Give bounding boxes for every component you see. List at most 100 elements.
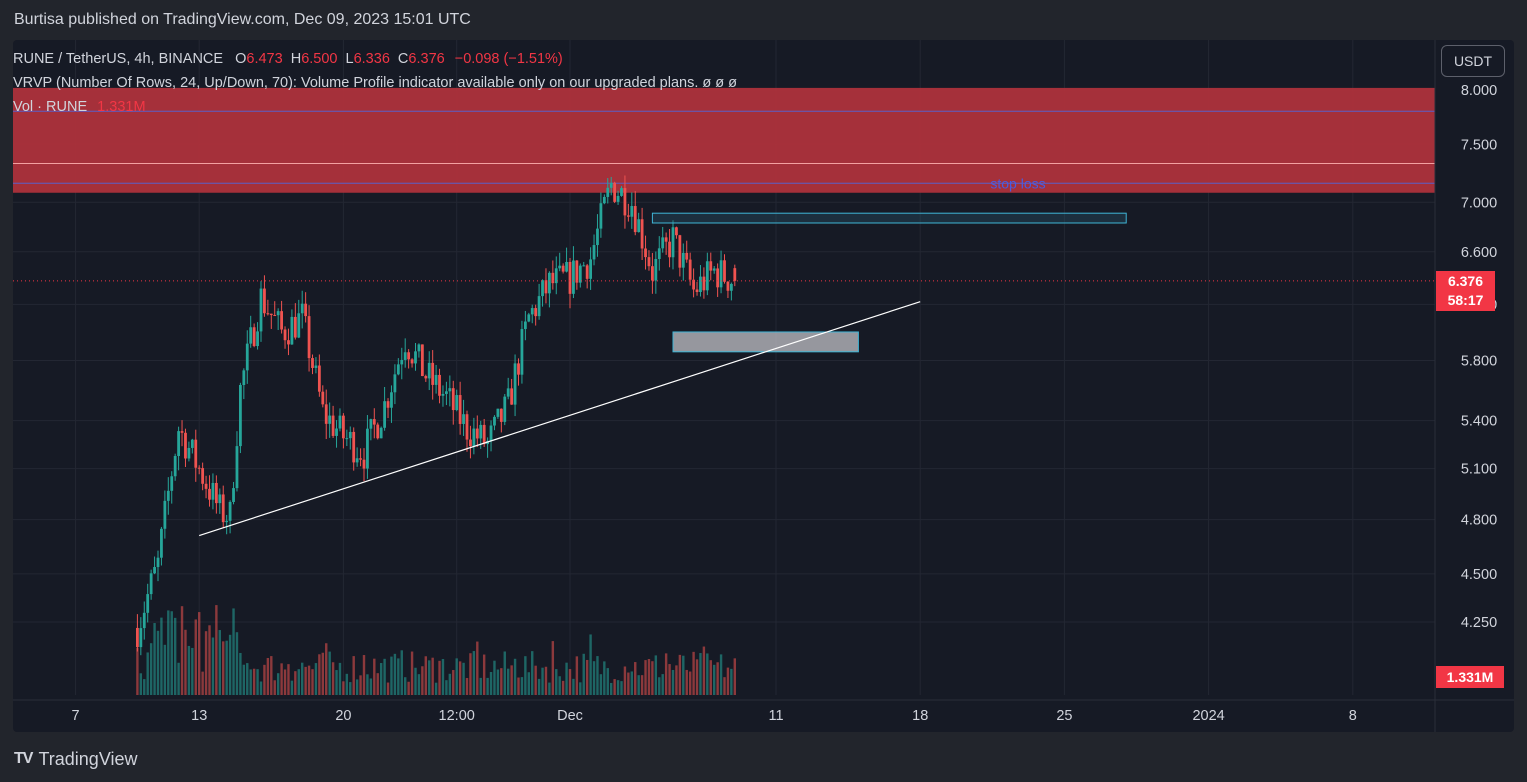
volume-bar: [246, 663, 249, 695]
volume-bar: [211, 637, 215, 695]
volume-bar: [187, 645, 191, 695]
candle-body: [214, 482, 218, 504]
candle-body: [623, 188, 627, 216]
candle-body: [348, 431, 352, 439]
volume-bar: [479, 677, 482, 695]
volume-bar: [465, 677, 469, 695]
candle-body: [493, 416, 496, 426]
volume-bar: [544, 666, 548, 695]
candle-body: [242, 370, 246, 385]
chart-frame[interactable]: stop loss8.0007.5007.0006.6006.2005.8005…: [13, 40, 1514, 732]
candle-body: [548, 272, 551, 294]
volume-bar: [136, 647, 139, 695]
candle-body: [554, 268, 558, 284]
candle-body: [352, 431, 356, 463]
y-tick-label: 8.000: [1461, 83, 1497, 99]
volume-bar: [249, 669, 252, 695]
legend-low-value: 6.336: [353, 51, 390, 67]
candle-body: [417, 344, 421, 352]
candle-body: [400, 359, 404, 365]
x-tick-label: 18: [912, 708, 928, 724]
candle-body: [633, 206, 637, 233]
candle-body: [293, 316, 297, 338]
candle-body: [372, 419, 376, 425]
tradingview-logo[interactable]: TV TradingView: [14, 748, 138, 770]
candle-body: [342, 415, 345, 439]
candle-body: [328, 415, 332, 424]
volume-bar: [428, 660, 431, 695]
volume-bar: [228, 634, 232, 695]
volume-bar: [558, 676, 561, 695]
chart-canvas[interactable]: stop loss8.0007.5007.0006.6006.2005.8005…: [13, 40, 1514, 732]
volume-bar: [445, 680, 448, 695]
volume-bar: [613, 679, 616, 695]
volume-bar: [551, 641, 555, 695]
candle-body: [170, 476, 174, 491]
candle-body: [252, 327, 256, 347]
candle-body: [407, 352, 411, 360]
volume-bar: [486, 677, 489, 695]
candle-body: [355, 458, 359, 463]
bottom-bar: [0, 732, 1527, 782]
tradingview-logo-text: TradingView: [38, 748, 138, 769]
legend-close-value: 6.376: [408, 51, 445, 67]
volume-bar: [719, 654, 723, 695]
candle-body: [335, 428, 338, 436]
legend-volume-row[interactable]: Vol · RUNE 1.331M: [13, 99, 146, 115]
candle-body: [228, 501, 232, 521]
volume-bar: [561, 680, 565, 695]
volume-bar: [706, 653, 709, 695]
x-tick-label: 13: [191, 708, 207, 724]
candle-body: [479, 424, 483, 439]
volume-bar: [469, 653, 472, 695]
volume-bar: [379, 663, 383, 695]
volume-bar: [579, 682, 582, 695]
volume-bar: [153, 623, 156, 695]
volume-bar: [565, 662, 568, 695]
candle-body: [503, 396, 507, 422]
volume-bar: [702, 646, 706, 695]
volume-bar: [417, 674, 421, 695]
volume-bar: [390, 656, 393, 695]
candle-body: [445, 391, 448, 394]
volume-bar: [524, 656, 527, 695]
candle-body: [256, 331, 259, 347]
volume-bar: [311, 669, 314, 695]
volume-bar: [644, 660, 647, 695]
volume-bar: [252, 668, 256, 695]
candle-body: [544, 280, 548, 294]
volume-bar: [661, 674, 664, 695]
candle-body: [403, 352, 407, 360]
candle-body: [499, 408, 503, 422]
x-tick-label: Dec: [557, 708, 583, 724]
y-tick-label: 5.400: [1461, 414, 1497, 430]
volume-bar: [603, 661, 606, 695]
candle-body: [331, 415, 335, 436]
tradingview-logo-icon: TV: [14, 750, 33, 767]
volume-bar: [438, 660, 441, 695]
legend-vrvp-row[interactable]: VRVP (Number Of Rows, 24, Up/Down, 70): …: [13, 75, 737, 91]
candle-body: [626, 215, 630, 217]
candle-body: [359, 458, 362, 460]
candle-body: [376, 424, 380, 439]
legend-symbol[interactable]: RUNE / TetherUS, 4h, BINANCE: [13, 51, 224, 67]
candle-body: [530, 308, 534, 315]
candle-body: [640, 219, 644, 249]
candle-body: [599, 203, 603, 229]
volume-bar: [733, 658, 736, 695]
candle-body: [201, 468, 205, 484]
candle-body: [551, 272, 555, 284]
candle-body: [702, 276, 706, 291]
volume-bar: [527, 672, 530, 695]
candle-body: [239, 384, 242, 447]
volume-bar: [520, 677, 524, 695]
volume-bar: [198, 612, 201, 695]
volume-bar: [314, 663, 318, 695]
volume-bar: [366, 674, 369, 695]
candle-body: [692, 279, 695, 290]
volume-bar: [242, 664, 246, 695]
volume-bar: [664, 653, 668, 695]
currency-button[interactable]: USDT: [1441, 45, 1505, 77]
volume-bar: [555, 669, 558, 695]
volume-bar: [531, 651, 534, 695]
